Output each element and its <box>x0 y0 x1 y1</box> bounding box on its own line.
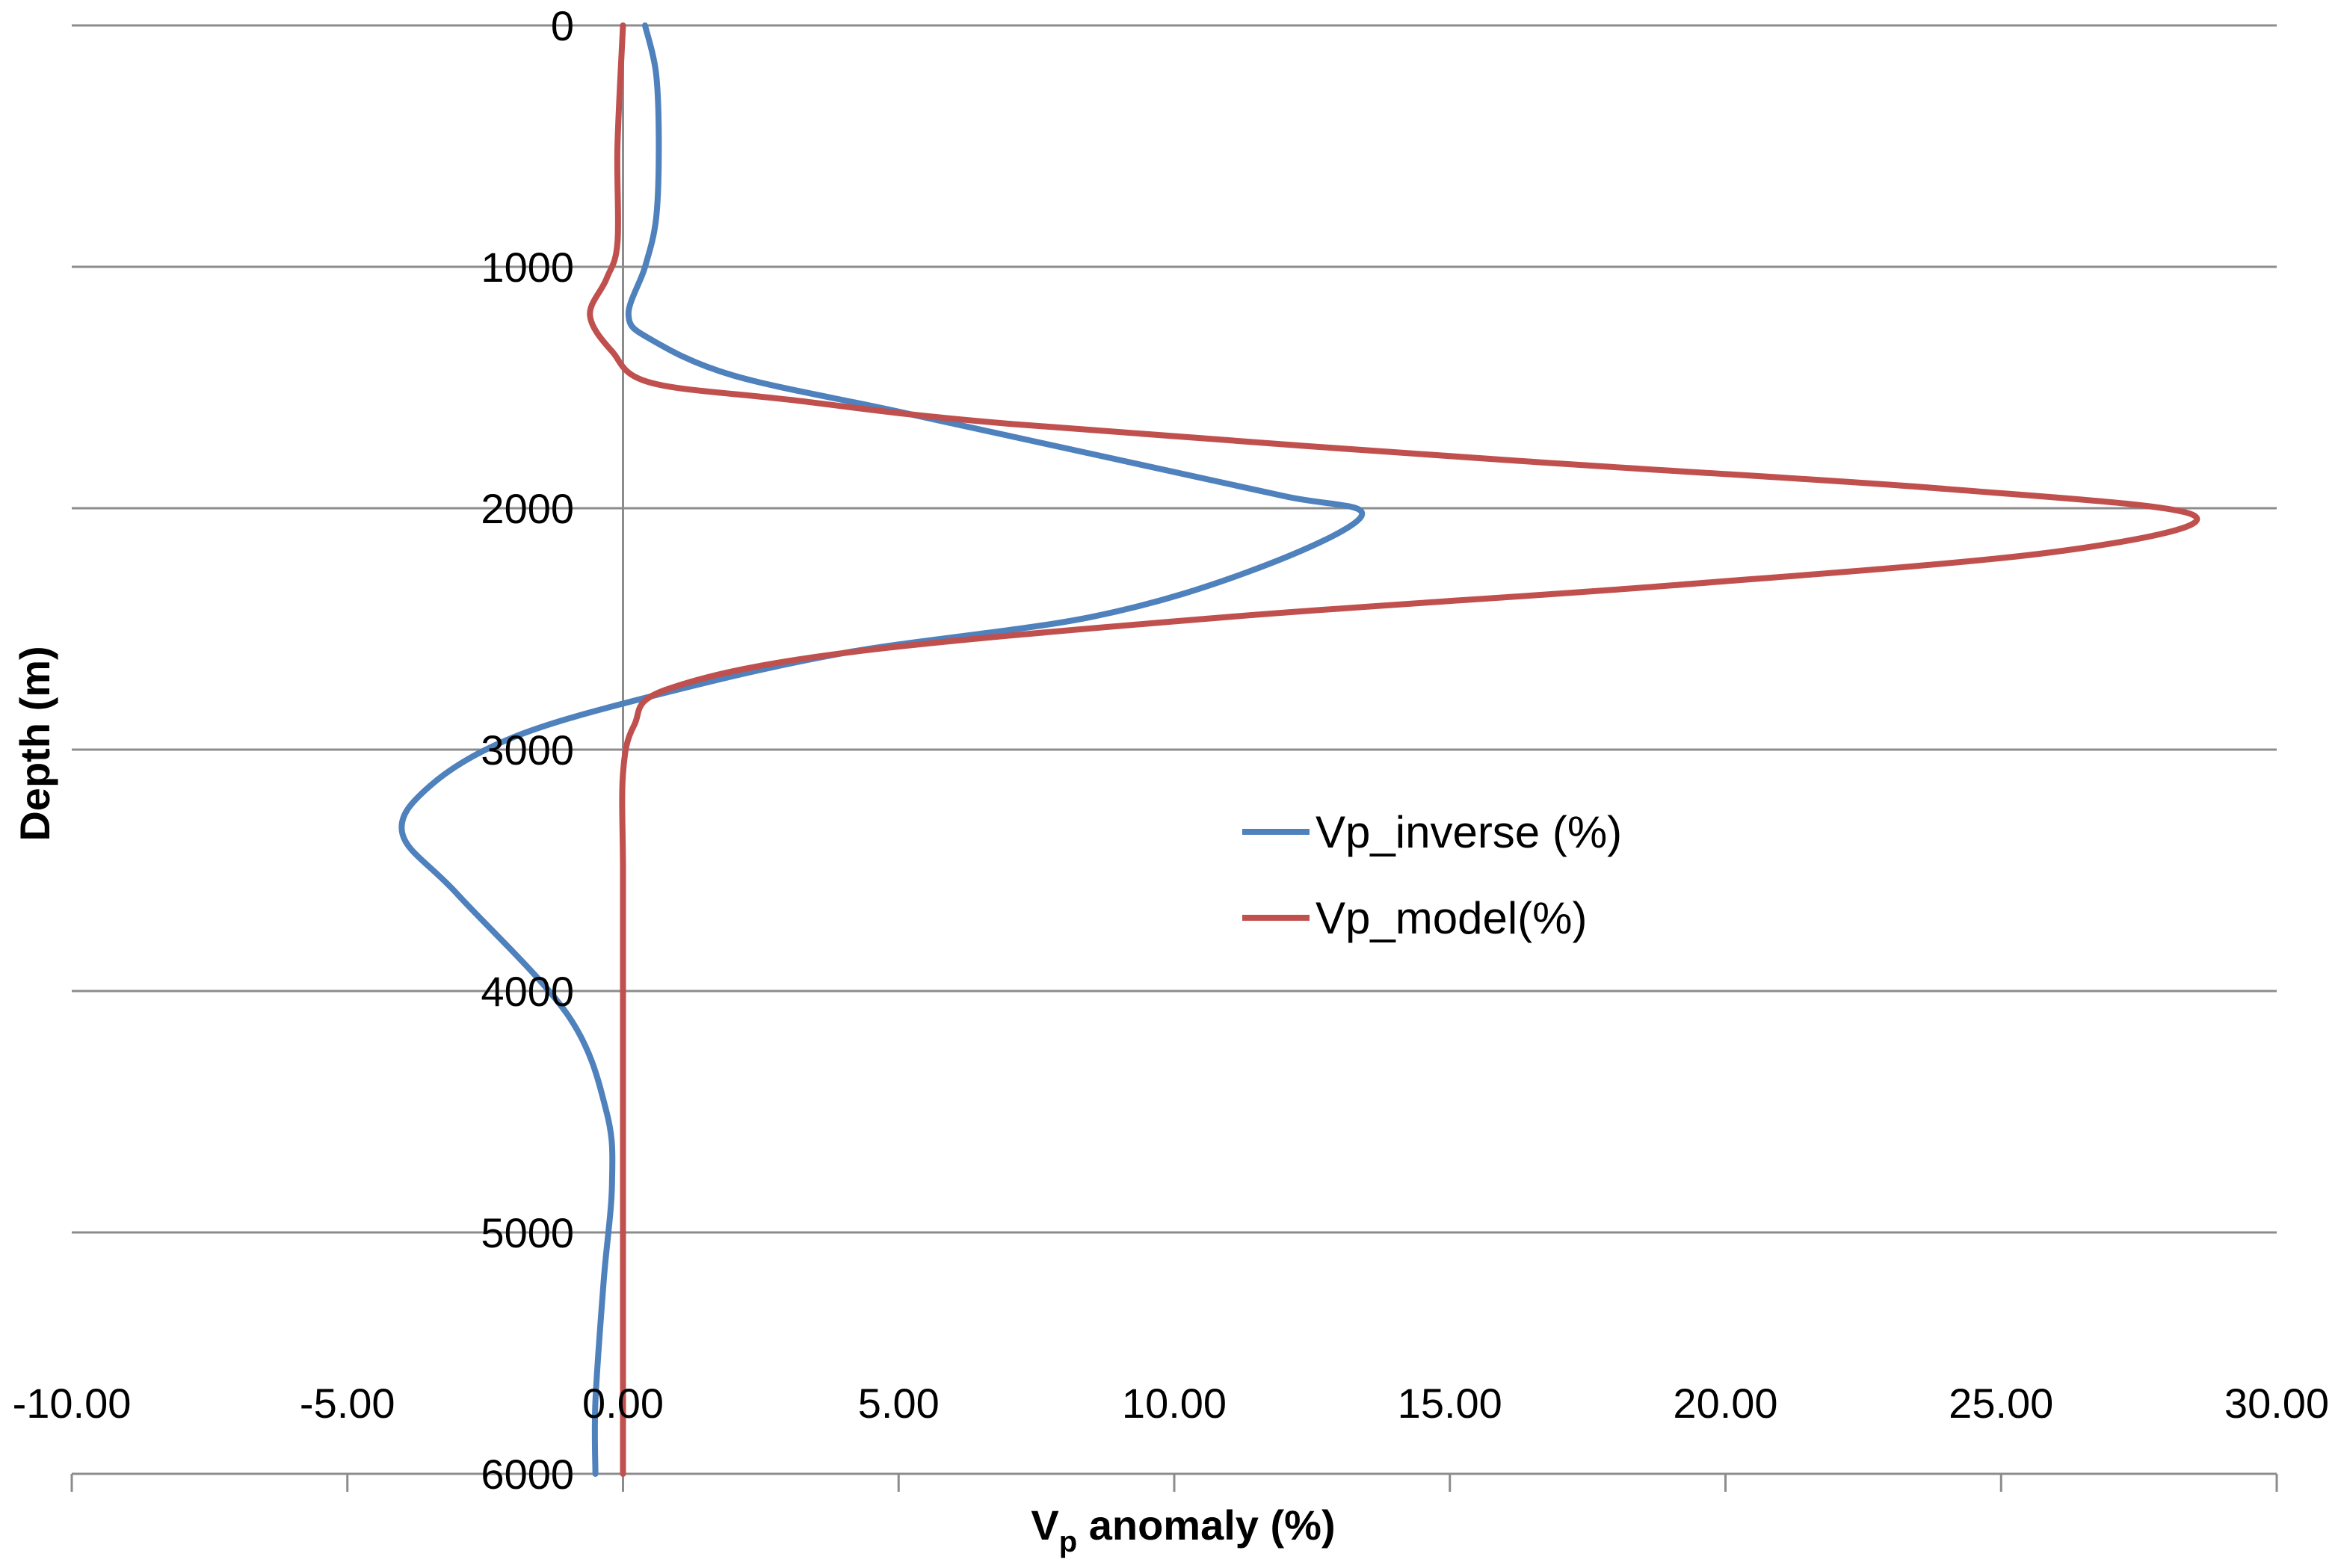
series-line-vp-model <box>587 22 2200 1477</box>
x-tick-label: 0.00 <box>582 1380 664 1427</box>
series-group <box>398 22 2200 1477</box>
x-axis-title-sub: p <box>1059 1525 1077 1558</box>
y-axis-title: Depth (m) <box>11 646 58 841</box>
x-tick-label: 25.00 <box>1949 1380 2053 1427</box>
y-tick-label: 2000 <box>481 485 574 532</box>
x-tick-labels: -10.00 -5.00 0.00 5.00 10.00 15.00 20.00 25.00 3… <box>13 1380 2329 1427</box>
y-tick-labels: 0 1000 2000 3000 4000 5000 6000 <box>481 2 574 1498</box>
y-tick-label: 0 <box>551 2 574 49</box>
y-tick-label: 5000 <box>481 1209 574 1256</box>
x-tick-label: 15.00 <box>1398 1380 1502 1427</box>
x-tick-label: -10.00 <box>13 1380 132 1427</box>
x-tick-label: 5.00 <box>858 1380 940 1427</box>
y-tick-label: 3000 <box>481 726 574 774</box>
y-tick-label: 6000 <box>481 1451 574 1498</box>
x-axis <box>70 1474 2278 1492</box>
x-axis-title-rest: anomaly (%) <box>1077 1501 1335 1549</box>
x-axis-title: Vp anomaly (%) <box>1031 1501 1335 1558</box>
series-line-vp-inverse <box>398 22 1366 1477</box>
legend-label: Vp_inverse (%) <box>1316 807 1622 857</box>
grid-lines <box>72 24 2277 1475</box>
y-tick-label: 1000 <box>481 244 574 291</box>
x-tick-label: 10.00 <box>1122 1380 1227 1427</box>
x-axis-title-main: V <box>1031 1501 1058 1549</box>
x-tick-label: -5.00 <box>300 1380 395 1427</box>
y-tick-label: 4000 <box>481 968 574 1015</box>
x-tick-label: 30.00 <box>2224 1380 2329 1427</box>
legend: Vp_inverse (%) Vp_model(%) <box>1242 807 1622 943</box>
x-tick-label: 20.00 <box>1673 1380 1777 1427</box>
legend-label: Vp_model(%) <box>1316 893 1588 943</box>
